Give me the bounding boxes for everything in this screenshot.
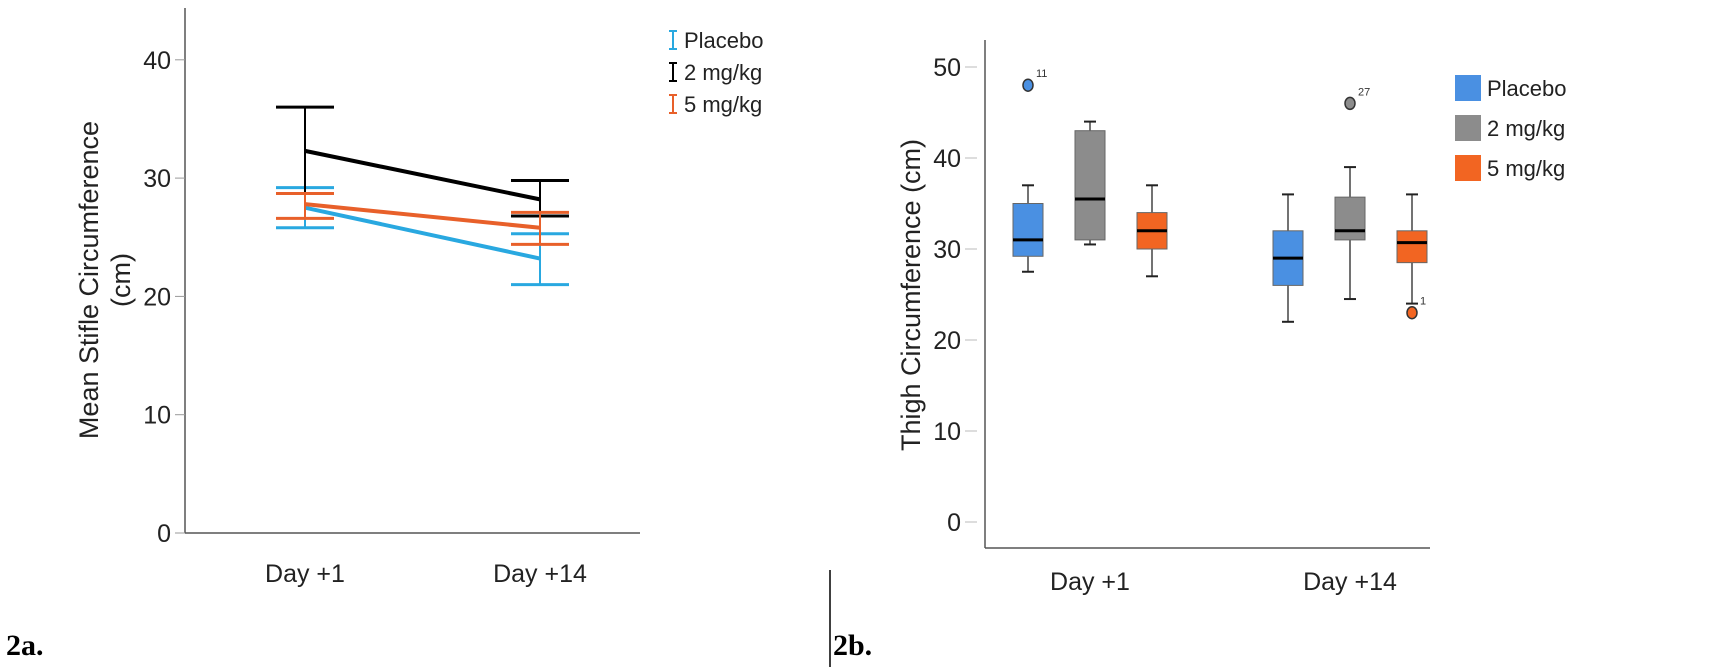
legend-label: 2 mg/kg xyxy=(1487,116,1565,141)
legend-swatch xyxy=(1455,115,1481,141)
y-tick-label: 50 xyxy=(933,54,961,82)
chart-2b: 0 10 20 30 40 50 Day +1 Day +14 Thigh Circumfere… xyxy=(896,40,1567,596)
x-tick-label: Day +1 xyxy=(1050,568,1130,596)
series-line-0 xyxy=(304,205,541,261)
y-tick-label: 40 xyxy=(143,47,171,75)
legend-swatch xyxy=(1455,75,1481,101)
y-axis-label: (cm) xyxy=(106,253,136,307)
box xyxy=(1012,203,1044,257)
legend-label: 2 mg/kg xyxy=(684,60,762,85)
outlier-point xyxy=(1022,78,1034,92)
y-tick-label: 30 xyxy=(933,236,961,264)
y-axis-label: Thigh Circumference (cm) xyxy=(896,139,926,451)
panel-label-2a: 2a. xyxy=(6,629,44,662)
y-axis-label: Mean Stifle Circumference xyxy=(74,121,104,439)
outlier-point xyxy=(1344,96,1356,111)
y-tick-label: 20 xyxy=(933,327,961,355)
outlier-point xyxy=(1406,305,1418,320)
legend-label: 5 mg/kg xyxy=(684,92,762,117)
y-tick-label: 0 xyxy=(157,520,171,548)
outlier-label: 27 xyxy=(1358,86,1370,98)
box xyxy=(1074,130,1106,241)
x-tick-label: Day +14 xyxy=(493,560,587,588)
x-tick-label: Day +14 xyxy=(1303,568,1397,596)
outlier-label: 11 xyxy=(1036,68,1047,80)
legend-label: Placebo xyxy=(1487,76,1567,101)
series-line-2 xyxy=(304,202,541,230)
y-tick-label: 10 xyxy=(143,402,171,430)
panel-label-2b: 2b. xyxy=(833,629,872,662)
series-line-1 xyxy=(304,148,541,202)
box xyxy=(1334,196,1366,241)
y-tick-label: 20 xyxy=(143,283,171,311)
y-tick-label: 30 xyxy=(143,165,171,193)
outlier-label: 1 xyxy=(1420,296,1426,308)
legend-swatch xyxy=(1455,155,1481,181)
y-tick-label: 40 xyxy=(933,145,961,173)
legend-label: 5 mg/kg xyxy=(1487,156,1565,181)
y-tick-label: 10 xyxy=(933,418,961,446)
y-tick-label: 0 xyxy=(947,509,961,537)
legend-label: Placebo xyxy=(684,28,764,53)
chart-2a: 0 10 20 30 40 Day +1 Day +14 Mean Stifle Circum… xyxy=(74,8,764,588)
box xyxy=(1396,230,1428,264)
x-tick-label: Day +1 xyxy=(265,560,345,588)
